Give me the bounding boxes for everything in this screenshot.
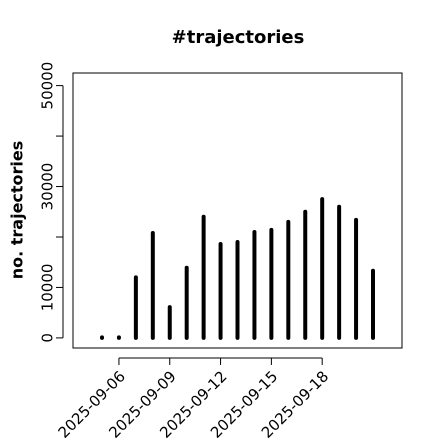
chart-title: #trajectories bbox=[172, 27, 305, 48]
y-tick-label: 30000 bbox=[39, 163, 57, 211]
y-tick-label: 10000 bbox=[39, 264, 57, 312]
y-axis-label: no. trajectories bbox=[8, 141, 27, 280]
y-tick-label: 0 bbox=[39, 333, 57, 343]
plot-box bbox=[72, 72, 403, 349]
y-tick-label: 50000 bbox=[39, 62, 57, 110]
